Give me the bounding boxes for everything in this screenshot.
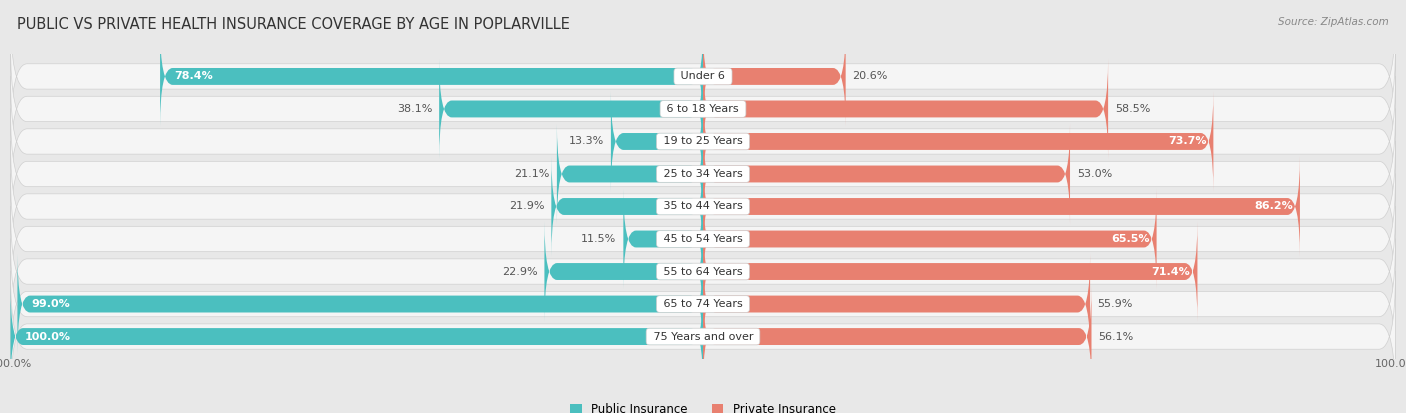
FancyBboxPatch shape <box>10 239 1396 369</box>
Text: 71.4%: 71.4% <box>1152 266 1191 277</box>
Text: 13.3%: 13.3% <box>568 136 605 147</box>
Text: 6 to 18 Years: 6 to 18 Years <box>664 104 742 114</box>
FancyBboxPatch shape <box>10 11 1396 142</box>
Text: 11.5%: 11.5% <box>581 234 616 244</box>
Text: 55.9%: 55.9% <box>1097 299 1132 309</box>
Text: 20.6%: 20.6% <box>852 71 889 81</box>
Text: 19 to 25 Years: 19 to 25 Years <box>659 136 747 147</box>
FancyBboxPatch shape <box>703 124 1070 224</box>
Text: 56.1%: 56.1% <box>1098 332 1133 342</box>
Text: 100.0%: 100.0% <box>1375 359 1406 369</box>
Text: 65.5%: 65.5% <box>1111 234 1150 244</box>
Text: 53.0%: 53.0% <box>1077 169 1112 179</box>
Text: 58.5%: 58.5% <box>1115 104 1150 114</box>
Text: 21.1%: 21.1% <box>515 169 550 179</box>
FancyBboxPatch shape <box>703 287 1091 387</box>
FancyBboxPatch shape <box>551 157 703 256</box>
Text: 99.0%: 99.0% <box>31 299 70 309</box>
Text: 73.7%: 73.7% <box>1168 136 1206 147</box>
FancyBboxPatch shape <box>17 254 703 354</box>
Text: Source: ZipAtlas.com: Source: ZipAtlas.com <box>1278 17 1389 26</box>
FancyBboxPatch shape <box>10 76 1396 207</box>
Text: 100.0%: 100.0% <box>0 359 31 369</box>
Text: 45 to 54 Years: 45 to 54 Years <box>659 234 747 244</box>
Text: 100.0%: 100.0% <box>24 332 70 342</box>
FancyBboxPatch shape <box>557 124 703 224</box>
Text: 78.4%: 78.4% <box>174 71 212 81</box>
FancyBboxPatch shape <box>703 254 1090 354</box>
Text: 86.2%: 86.2% <box>1254 202 1294 211</box>
FancyBboxPatch shape <box>10 109 1396 240</box>
FancyBboxPatch shape <box>10 173 1396 304</box>
Legend: Public Insurance, Private Insurance: Public Insurance, Private Insurance <box>565 398 841 413</box>
Text: PUBLIC VS PRIVATE HEALTH INSURANCE COVERAGE BY AGE IN POPLARVILLE: PUBLIC VS PRIVATE HEALTH INSURANCE COVER… <box>17 17 569 31</box>
FancyBboxPatch shape <box>10 287 703 387</box>
FancyBboxPatch shape <box>10 206 1396 337</box>
FancyBboxPatch shape <box>160 26 703 126</box>
FancyBboxPatch shape <box>610 91 703 192</box>
FancyBboxPatch shape <box>10 141 1396 272</box>
FancyBboxPatch shape <box>703 91 1213 192</box>
FancyBboxPatch shape <box>703 26 845 126</box>
FancyBboxPatch shape <box>544 221 703 322</box>
FancyBboxPatch shape <box>439 59 703 159</box>
Text: 25 to 34 Years: 25 to 34 Years <box>659 169 747 179</box>
Text: 35 to 44 Years: 35 to 44 Years <box>659 202 747 211</box>
FancyBboxPatch shape <box>703 189 1157 289</box>
Text: Under 6: Under 6 <box>678 71 728 81</box>
Text: 55 to 64 Years: 55 to 64 Years <box>659 266 747 277</box>
FancyBboxPatch shape <box>623 189 703 289</box>
FancyBboxPatch shape <box>10 44 1396 174</box>
Text: 21.9%: 21.9% <box>509 202 544 211</box>
Text: 22.9%: 22.9% <box>502 266 537 277</box>
FancyBboxPatch shape <box>10 271 1396 402</box>
Text: 75 Years and over: 75 Years and over <box>650 332 756 342</box>
FancyBboxPatch shape <box>703 59 1108 159</box>
FancyBboxPatch shape <box>703 157 1301 256</box>
Text: 65 to 74 Years: 65 to 74 Years <box>659 299 747 309</box>
Text: 38.1%: 38.1% <box>396 104 432 114</box>
FancyBboxPatch shape <box>703 221 1198 322</box>
